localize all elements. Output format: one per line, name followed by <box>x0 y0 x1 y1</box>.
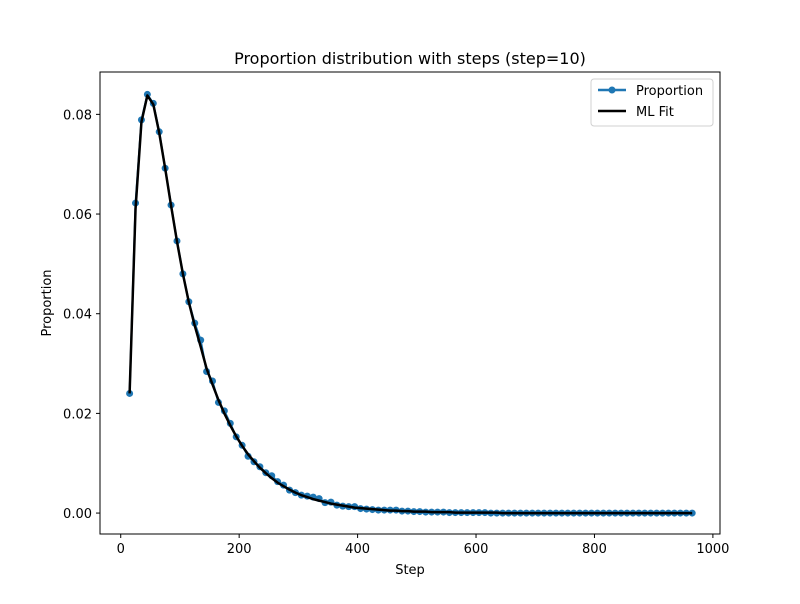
series-line-ml-fit <box>128 94 693 515</box>
x-axis-label: Step <box>395 563 425 578</box>
x-tick-label: 800 <box>582 542 607 557</box>
axes-frame <box>99 71 721 535</box>
y-tick-label: 0.00 <box>63 507 92 522</box>
y-tick-label: 0.02 <box>63 407 92 422</box>
x-tick-label: 1000 <box>696 542 729 557</box>
legend-proportion-label: Proportion <box>636 84 703 99</box>
plot-area <box>99 71 721 535</box>
chart-title: Proportion distribution with steps (step… <box>234 49 586 68</box>
y-axis-label: Proportion <box>40 269 55 336</box>
x-tick-label: 0 <box>117 542 125 557</box>
y-tick-label: 0.08 <box>63 108 92 123</box>
legend-mlfit-label: ML Fit <box>636 105 674 120</box>
legend-proportion-marker <box>608 86 616 94</box>
x-tick-label: 400 <box>345 542 370 557</box>
series-layer <box>126 90 696 517</box>
y-tick-label: 0.04 <box>63 308 92 323</box>
x-tick-label: 600 <box>464 542 489 557</box>
x-tick-label: 200 <box>227 542 252 557</box>
y-axis: 0.00 0.02 0.04 0.06 0.08 <box>63 108 100 522</box>
y-tick-label: 0.06 <box>63 208 92 223</box>
legend: Proportion ML Fit <box>590 78 714 127</box>
x-axis: 0 200 400 600 800 1000 <box>117 534 729 557</box>
